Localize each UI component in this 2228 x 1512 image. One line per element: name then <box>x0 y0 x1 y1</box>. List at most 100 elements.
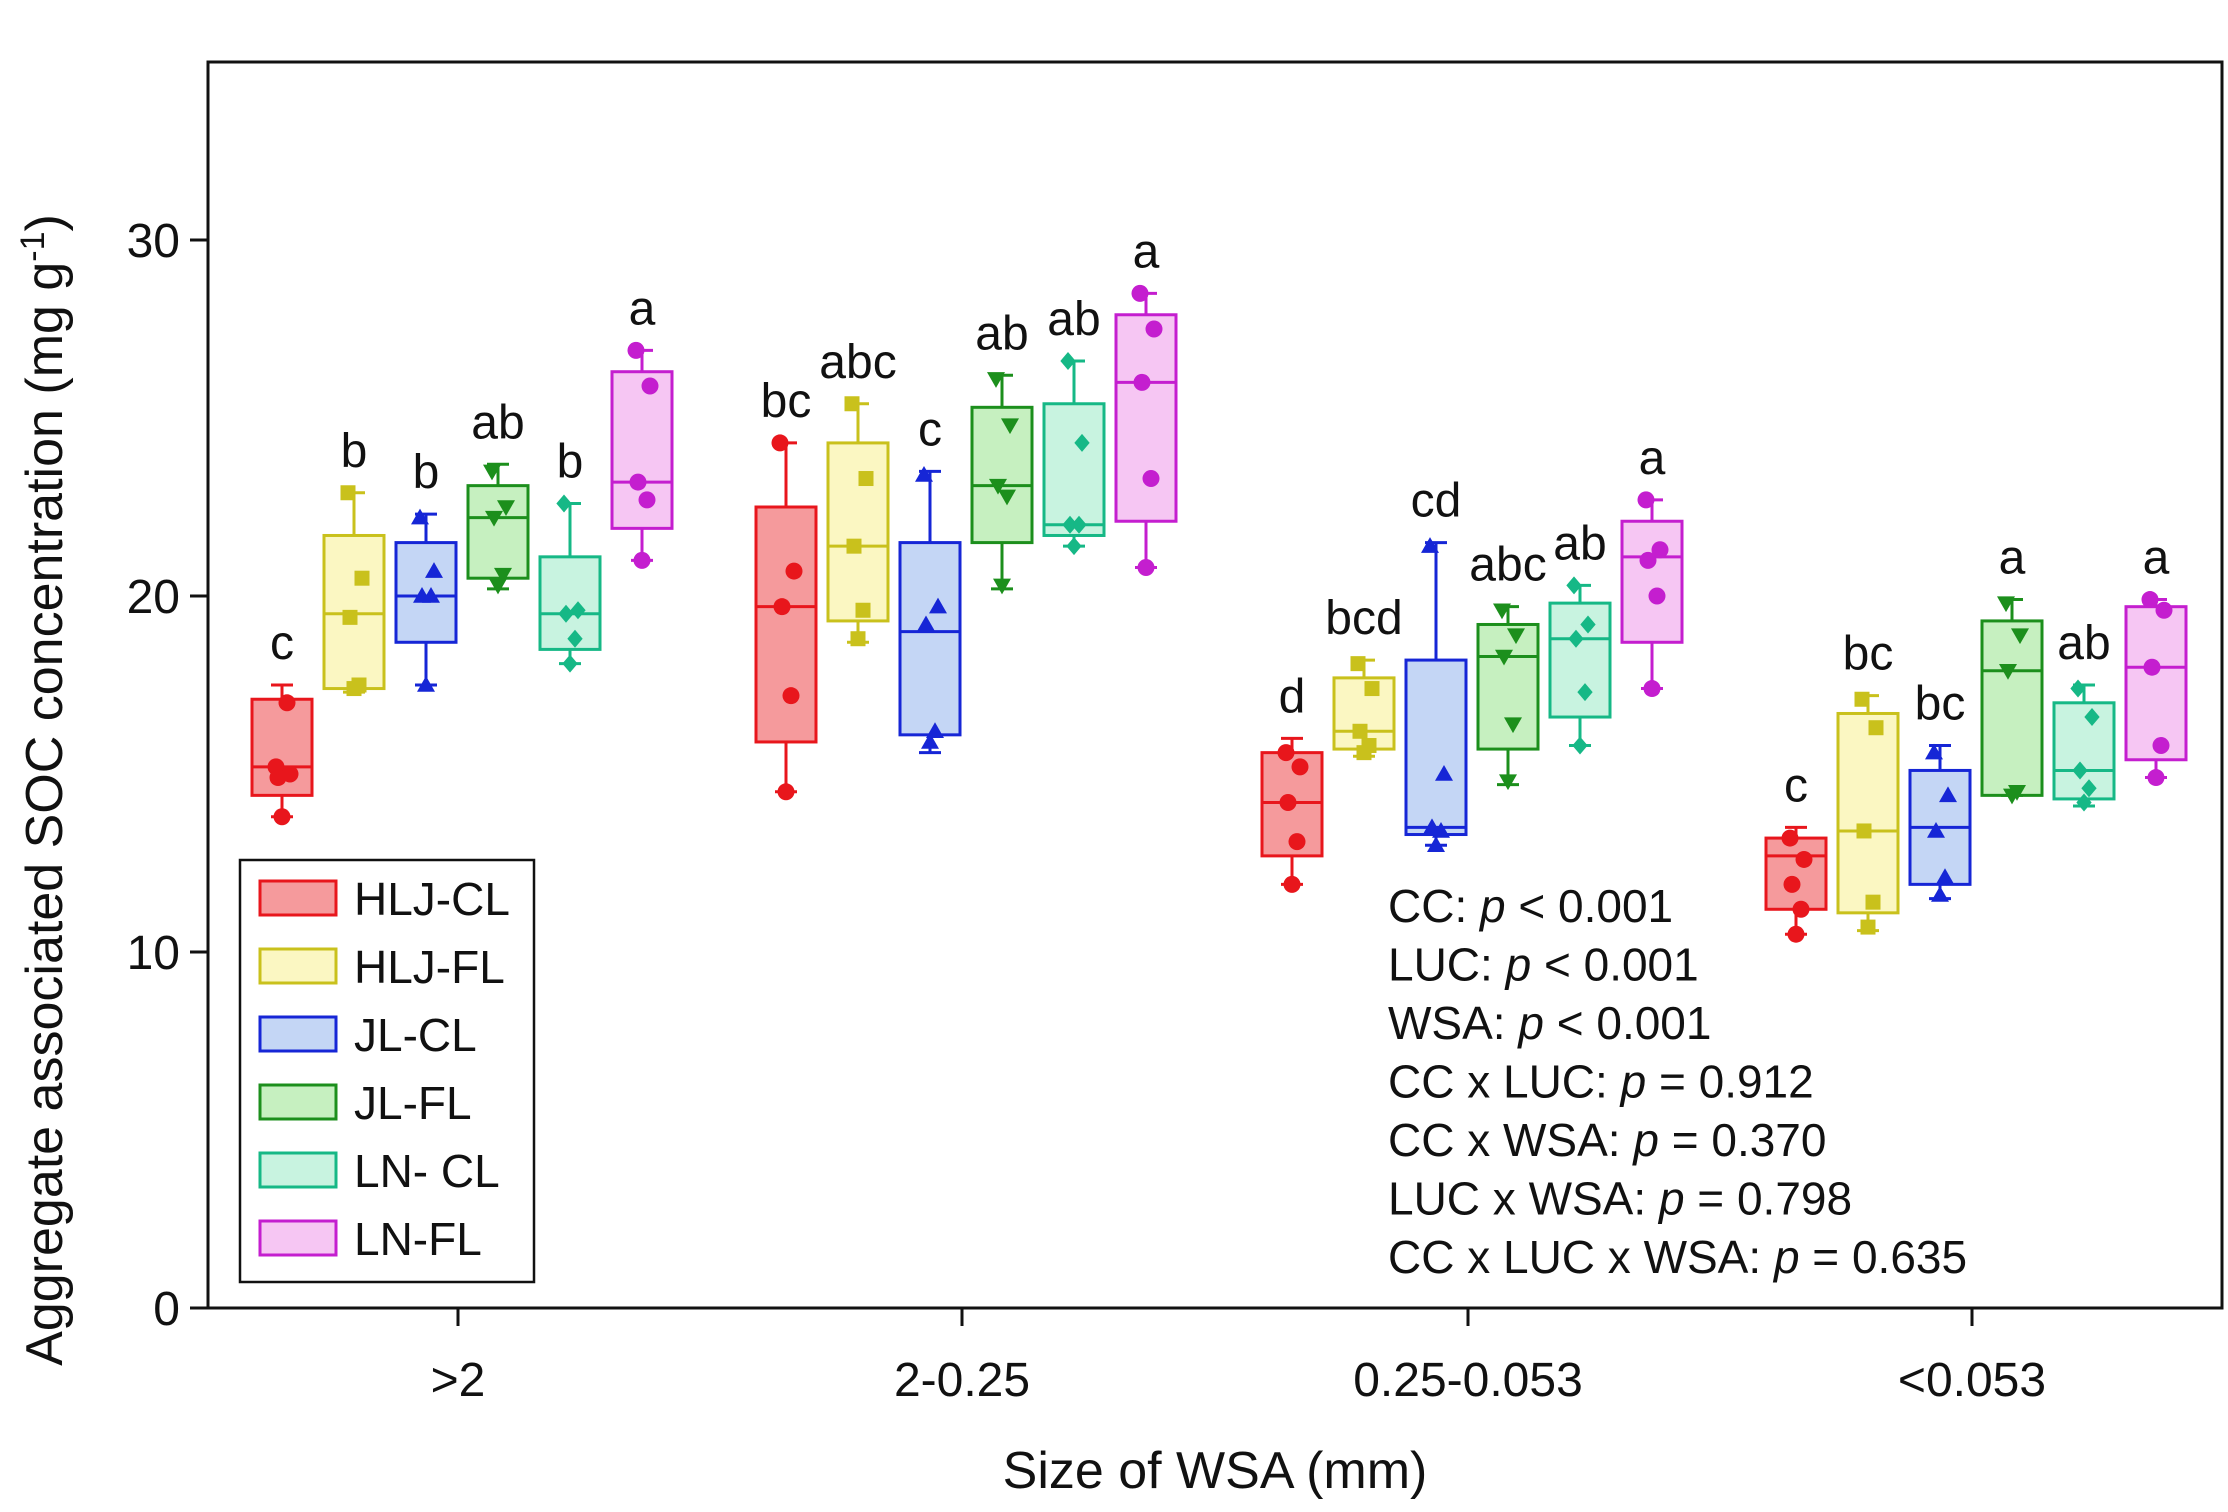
legend-swatch <box>258 1219 338 1257</box>
significance-letter: ab <box>2057 617 2110 670</box>
data-point <box>1131 284 1149 302</box>
box-group: ab <box>2052 617 2116 812</box>
box-iqr <box>970 405 1034 545</box>
significance-letter: abc <box>819 336 896 389</box>
data-point <box>269 769 287 787</box>
significance-letter: ab <box>1553 517 1606 570</box>
y-tick-label: 0 <box>153 1283 180 1336</box>
data-point <box>1792 900 1810 918</box>
data-point <box>1572 736 1588 755</box>
data-point <box>1356 745 1372 761</box>
data-point <box>483 464 501 481</box>
stat-line: CC x LUC: p = 0.912 <box>1388 1056 1814 1108</box>
data-point <box>1783 875 1801 893</box>
legend-label: HLJ-CL <box>354 873 510 925</box>
significance-letter: cd <box>1411 475 1462 528</box>
data-point <box>1651 541 1669 559</box>
box-group: c <box>1764 759 1828 943</box>
legend-label: HLJ-FL <box>354 941 505 993</box>
box-group: bcd <box>1325 592 1403 761</box>
box-group: cd <box>1404 475 1468 852</box>
x-tick-label: 0.25-0.053 <box>1353 1354 1583 1407</box>
data-point <box>1421 537 1439 553</box>
data-point <box>627 341 645 359</box>
significance-letter: a <box>1999 532 2026 585</box>
data-point <box>1580 615 1596 634</box>
data-point <box>417 676 435 692</box>
data-point <box>1997 596 2015 613</box>
data-point <box>1352 723 1368 739</box>
y-axis-label: Aggregate associated SOC concentration (… <box>14 214 74 1366</box>
data-point <box>1648 587 1666 605</box>
data-point <box>782 687 800 705</box>
data-point <box>855 602 871 618</box>
data-point <box>2003 788 2021 805</box>
data-point <box>638 491 656 509</box>
box-group: c <box>898 403 962 755</box>
box-group: a <box>1114 225 1178 577</box>
data-point <box>1643 680 1661 698</box>
stat-line: CC x LUC x WSA: p = 0.635 <box>1388 1231 1967 1283</box>
data-point <box>1493 603 1511 620</box>
significance-letter: c <box>270 617 294 670</box>
data-point <box>1939 786 1957 803</box>
data-point <box>771 434 789 452</box>
y-tick-label: 30 <box>127 215 180 268</box>
box-iqr <box>754 505 818 744</box>
box-group: abc <box>819 336 897 647</box>
data-point <box>1787 925 1805 943</box>
data-point <box>844 396 860 412</box>
data-point <box>1288 833 1306 851</box>
significance-letter: ab <box>1047 293 1100 346</box>
data-point <box>1435 765 1453 781</box>
box-iqr <box>1476 622 1540 751</box>
data-point <box>2070 679 2086 698</box>
box-group: b <box>538 435 602 673</box>
legend-frame <box>238 858 536 1284</box>
significance-letter: abc <box>1469 539 1546 592</box>
data-point <box>558 604 574 623</box>
data-point <box>2155 601 2173 619</box>
significance-letter: b <box>413 446 440 499</box>
box-group: a <box>1620 432 1684 698</box>
data-point <box>494 567 512 584</box>
box-group: a <box>610 282 674 569</box>
significance-letter: b <box>557 435 584 488</box>
data-point <box>2147 769 2165 787</box>
x-tick-label: >2 <box>431 1354 486 1407</box>
data-point <box>915 465 933 482</box>
stat-line: CC: p < 0.001 <box>1388 880 1673 932</box>
box-iqr <box>250 697 314 797</box>
box-group: b <box>394 446 458 692</box>
legend-swatch <box>258 1151 338 1189</box>
data-point <box>1283 875 1301 893</box>
legend-label: LN- CL <box>354 1145 500 1197</box>
box-iqr <box>1404 658 1468 837</box>
data-point <box>2143 658 2161 676</box>
data-point <box>846 538 862 554</box>
significance-letter: bc <box>1843 628 1894 681</box>
data-point <box>993 578 1011 595</box>
box-iqr <box>1114 313 1178 523</box>
data-point <box>989 478 1007 495</box>
data-point <box>1060 352 1076 371</box>
data-point <box>1568 629 1584 648</box>
box-iqr <box>2124 605 2188 762</box>
data-point <box>1566 576 1582 595</box>
data-point <box>570 601 586 620</box>
box-group: a <box>1980 532 2044 805</box>
box-iqr <box>1836 711 1900 915</box>
y-tick-label: 20 <box>127 571 180 624</box>
box-iqr <box>1764 836 1828 911</box>
data-point <box>1795 850 1813 868</box>
box-iqr <box>2052 701 2116 801</box>
box-iqr <box>394 541 458 644</box>
data-point <box>1925 743 1943 760</box>
data-point <box>567 629 583 648</box>
data-point <box>1062 515 1078 534</box>
data-point <box>2141 591 2159 609</box>
significance-letter: c <box>918 403 942 456</box>
stat-line: CC x WSA: p = 0.370 <box>1388 1114 1826 1166</box>
data-point <box>411 508 429 525</box>
